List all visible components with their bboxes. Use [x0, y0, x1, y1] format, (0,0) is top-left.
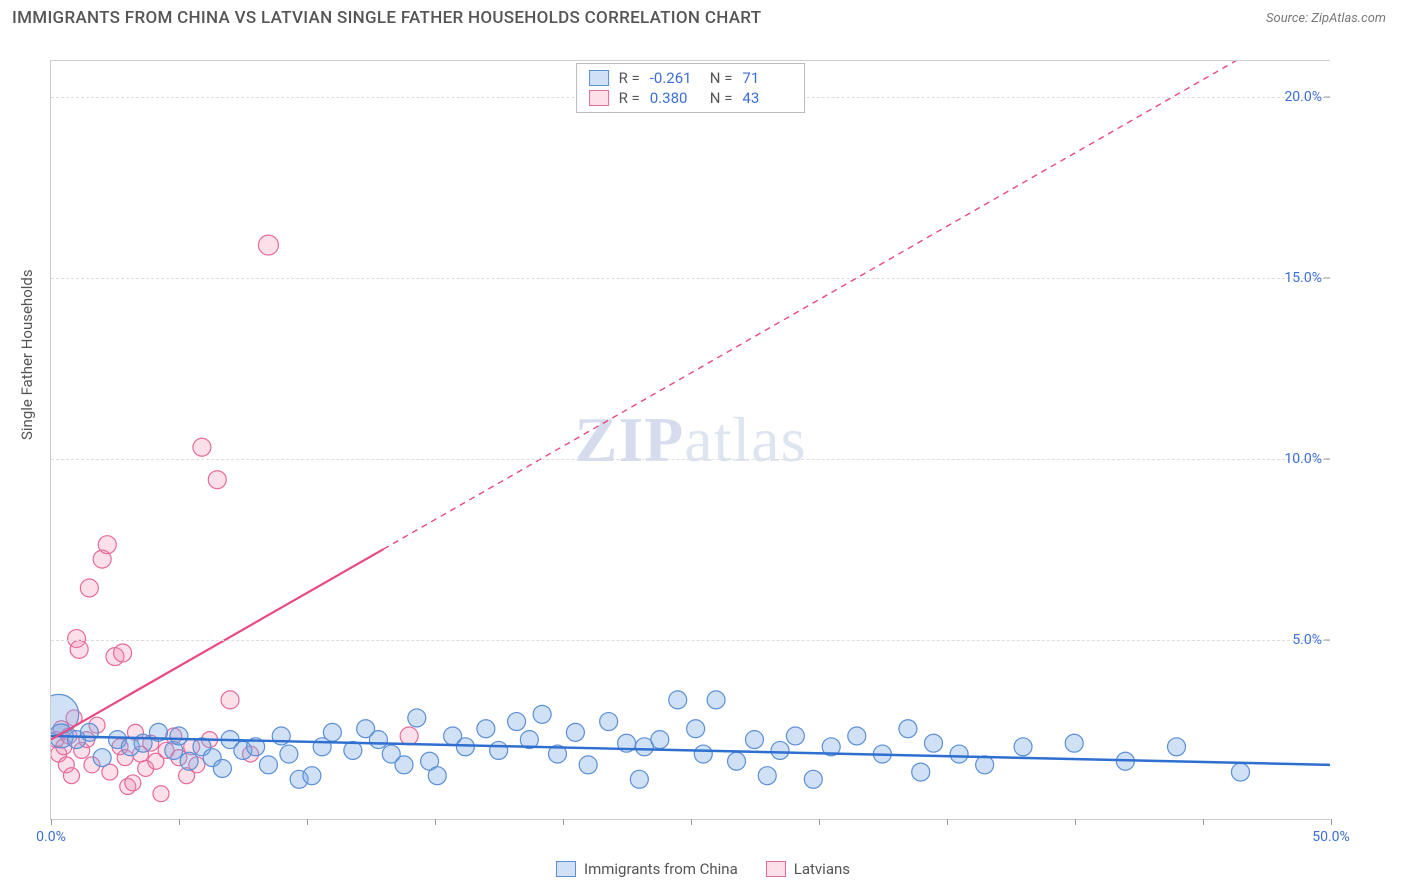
bottom-legend: Immigrants from China Latvians: [556, 860, 850, 878]
y-axis-label: Single Father Households: [18, 269, 36, 440]
chart-plot-area: ZIPatlas R =-0.261 N =71 R =0.380 N =43 …: [50, 60, 1330, 820]
swatch-blue-legend: [556, 861, 576, 877]
legend-label-blue: Immigrants from China: [584, 860, 738, 878]
legend-label-pink: Latvians: [794, 860, 850, 878]
swatch-blue: [589, 70, 609, 86]
y-tick-label: 20.0%: [1284, 89, 1322, 105]
stats-legend-box: R =-0.261 N =71 R =0.380 N =43: [576, 63, 806, 113]
chart-title: IMMIGRANTS FROM CHINA VS LATVIAN SINGLE …: [12, 8, 761, 28]
x-tick-label: 50.0%: [1312, 829, 1350, 845]
scatter-svg: [51, 61, 1330, 819]
legend-item-pink: Latvians: [766, 860, 850, 878]
legend-item-blue: Immigrants from China: [556, 860, 738, 878]
y-tick-label: 10.0%: [1284, 451, 1322, 467]
y-tick-label: 5.0%: [1292, 632, 1322, 648]
source-attribution: Source: ZipAtlas.com: [1266, 11, 1386, 26]
stats-row-blue: R =-0.261 N =71: [589, 68, 793, 88]
swatch-pink-legend: [766, 861, 786, 877]
stats-row-pink: R =0.380 N =43: [589, 88, 793, 108]
swatch-pink: [589, 90, 609, 106]
y-tick-label: 15.0%: [1284, 270, 1322, 286]
x-tick-label: 0.0%: [36, 829, 66, 845]
